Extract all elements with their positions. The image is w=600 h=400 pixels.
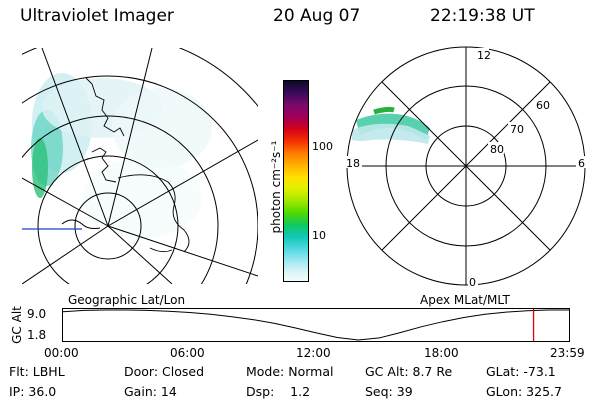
- lat-label-60: 60: [536, 99, 550, 112]
- info-mode: Mode: Normal: [246, 364, 334, 379]
- orbit-xtick-2: 12:00: [296, 346, 331, 360]
- time-label: 22:19:38 UT: [430, 6, 535, 26]
- geographic-caption: Geographic Lat/Lon: [68, 293, 186, 307]
- date-label: 20 Aug 07: [273, 6, 361, 26]
- orbit-xtick-1: 06:00: [170, 346, 205, 360]
- mlt-label-0: 0: [469, 276, 476, 289]
- orbit-xtick-3: 18:00: [424, 346, 459, 360]
- orbit-altitude-plot: [62, 308, 570, 342]
- apex-caption: Apex MLat/MLT: [420, 293, 510, 307]
- orbit-xtick-0: 00:00: [44, 346, 79, 360]
- mlt-label-12: 12: [477, 49, 491, 62]
- lat-label-70: 70: [510, 123, 524, 136]
- coastline: [61, 77, 190, 253]
- info-seq: Seq: 39: [365, 384, 413, 399]
- orbit-ytick-low: 1.8: [27, 328, 47, 342]
- orbit-ytick-high: 9.0: [27, 307, 47, 321]
- info-filter: Flt: LBHL: [9, 364, 65, 379]
- apex-mlat-mlt-map: 12 18 6 0 60 70 80: [342, 46, 588, 289]
- info-glon: GLon: 325.7: [486, 384, 562, 399]
- aurora-emission-right: [352, 106, 430, 144]
- mlt-label-6: 6: [578, 157, 585, 170]
- colorbar-tick-10: 10: [312, 229, 326, 242]
- geographic-map: [22, 48, 258, 284]
- info-dsp: Dsp: 1.2: [246, 384, 311, 399]
- info-door: Door: Closed: [124, 364, 205, 379]
- colorbar: [283, 80, 309, 282]
- mlt-label-18: 18: [346, 157, 360, 170]
- info-gc-alt: GC Alt: 8.7 Re: [365, 364, 453, 379]
- info-glat: GLat: -73.1: [486, 364, 556, 379]
- orbit-xtick-4: 23:59: [550, 346, 585, 360]
- info-gain: Gain: 14: [124, 384, 177, 399]
- orbit-ylabel: GC Alt: [10, 306, 24, 344]
- info-ip: IP: 36.0: [9, 384, 57, 399]
- lat-label-80: 80: [490, 143, 504, 156]
- altitude-curve: [62, 309, 569, 341]
- instrument-title: Ultraviolet Imager: [20, 6, 174, 26]
- colorbar-unit-label: photon cm⁻²s⁻¹: [269, 140, 283, 234]
- colorbar-tick-100: 100: [312, 140, 333, 153]
